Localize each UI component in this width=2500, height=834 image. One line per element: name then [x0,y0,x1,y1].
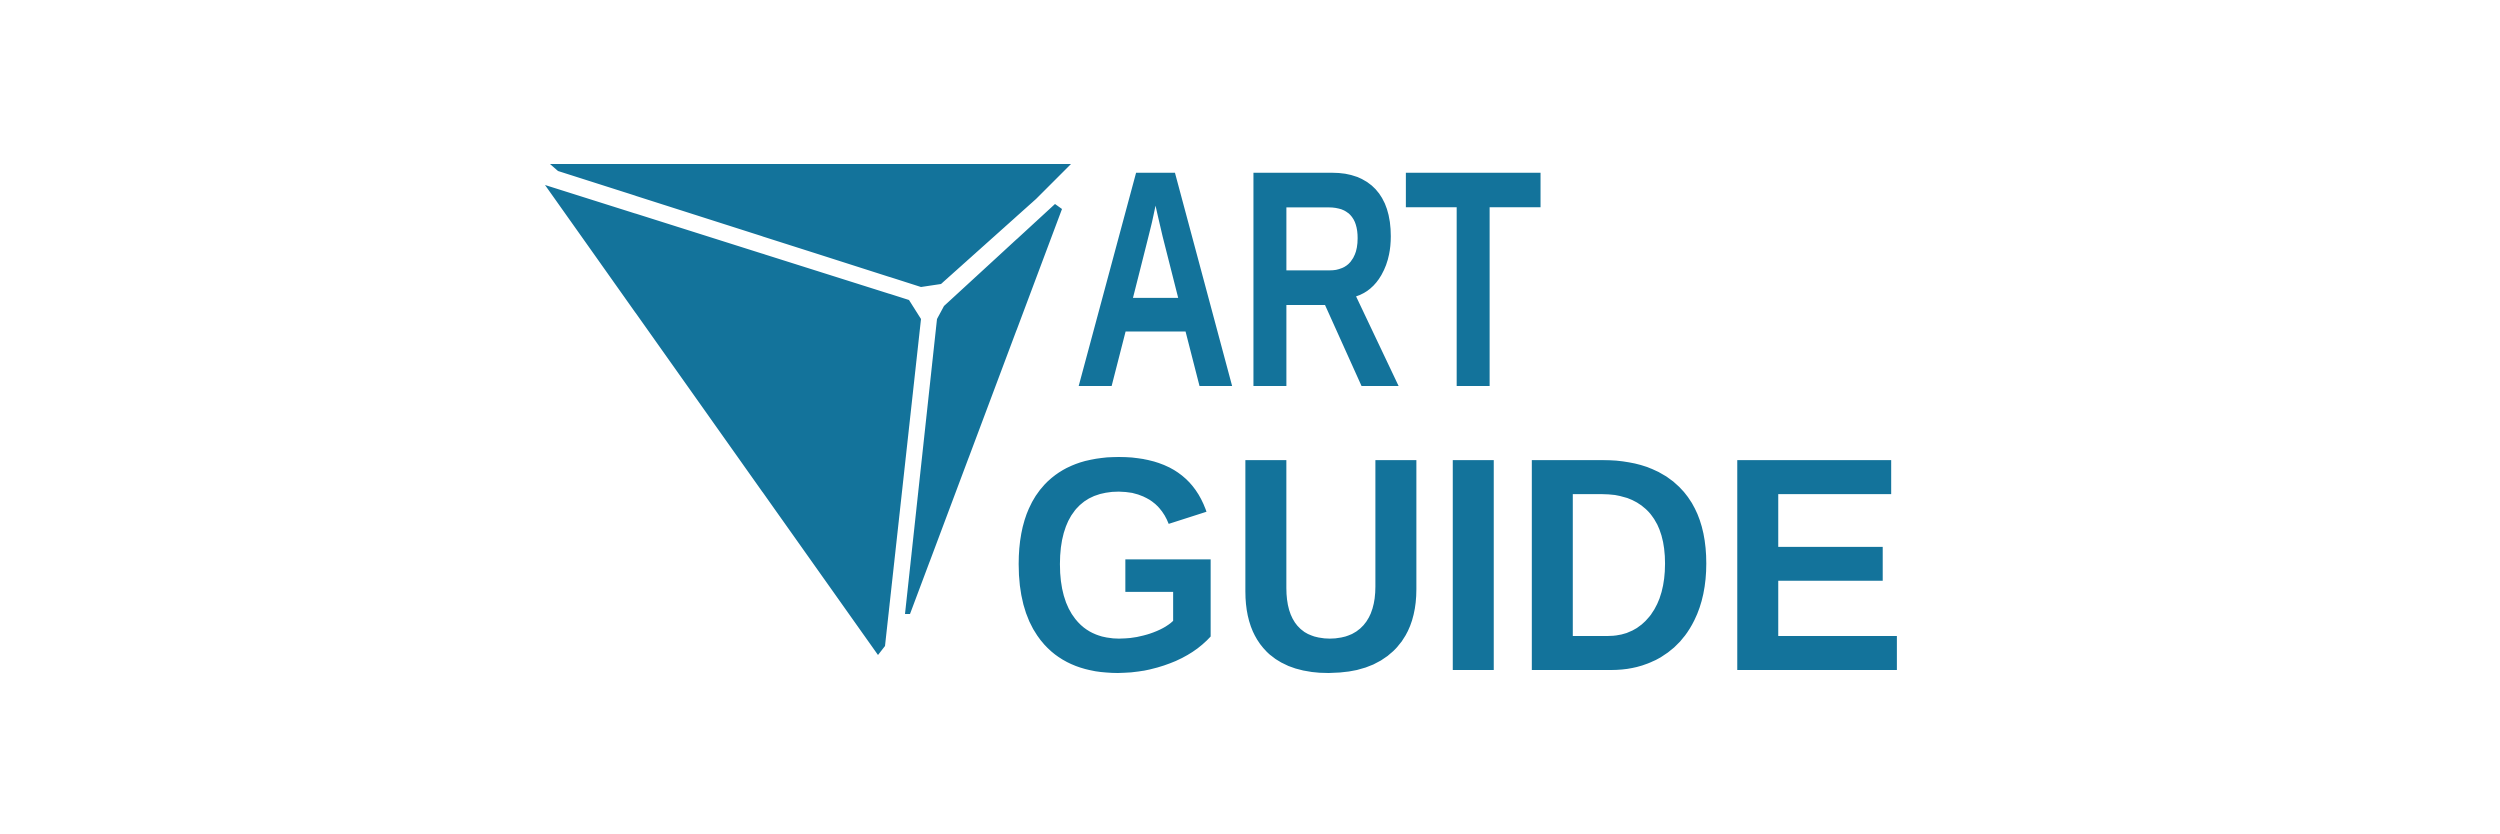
logo-word-guide: GUIDE [1007,394,1908,735]
logo-icon [545,164,1071,655]
logo-word-art: ART [1073,105,1543,452]
icon-main-shard [545,185,921,655]
icon-thin-shard [905,204,1062,614]
icon-top-shard [550,164,1071,287]
